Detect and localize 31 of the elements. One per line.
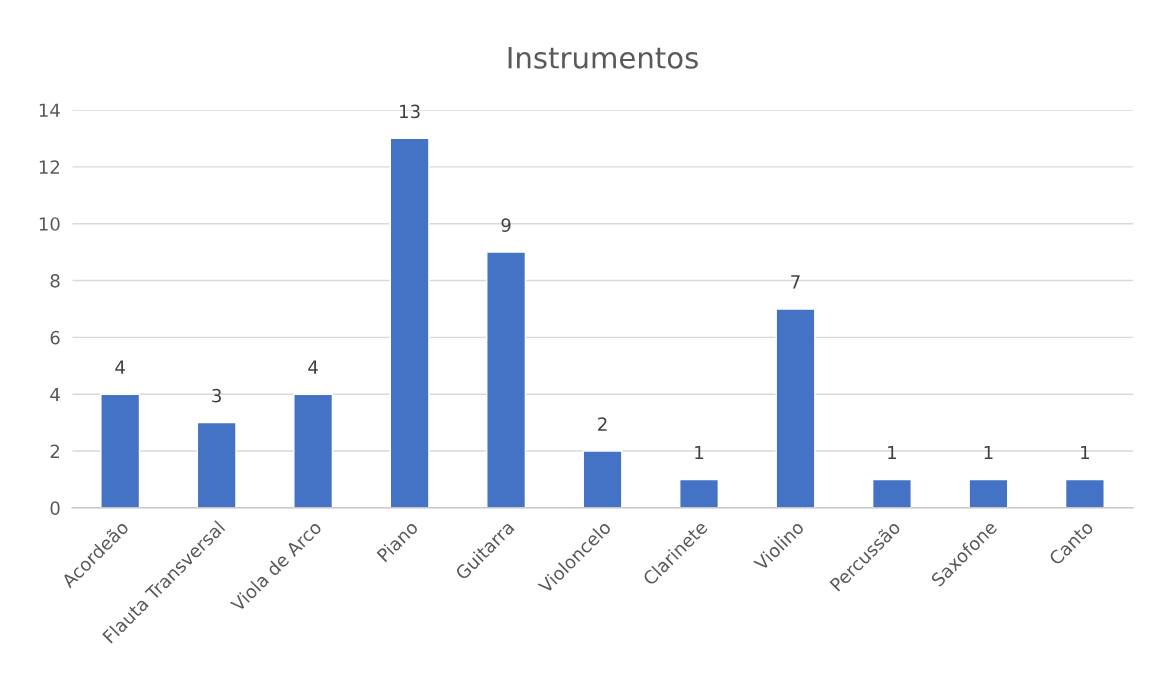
y-tick-label: 0 bbox=[50, 501, 60, 516]
data-label: 13 bbox=[400, 104, 420, 119]
y-tick-label: 10 bbox=[39, 217, 60, 231]
data-label: 1 bbox=[888, 445, 897, 460]
data-label: 4 bbox=[308, 360, 318, 374]
data-label: 4 bbox=[115, 360, 125, 374]
bar bbox=[679, 478, 720, 508]
bar bbox=[1064, 478, 1105, 508]
y-tick-label: 2 bbox=[50, 444, 60, 458]
y-tick-label: 12 bbox=[39, 160, 60, 174]
data-label: 1 bbox=[984, 445, 993, 460]
data-label: 1 bbox=[695, 445, 704, 460]
y-tick-label: 14 bbox=[39, 103, 60, 117]
bar bbox=[389, 137, 430, 508]
y-tick-label: 8 bbox=[50, 273, 60, 288]
bar bbox=[293, 393, 334, 508]
bar bbox=[775, 308, 816, 508]
bar bbox=[582, 450, 623, 508]
data-label: 2 bbox=[598, 417, 607, 431]
bar bbox=[196, 421, 237, 508]
chart-title: Instrumentos bbox=[508, 47, 698, 69]
data-label: 3 bbox=[212, 388, 221, 403]
bar bbox=[100, 393, 141, 508]
data-label: 1 bbox=[1081, 445, 1089, 460]
data-label: 7 bbox=[791, 275, 800, 289]
bar bbox=[486, 251, 527, 508]
bar bbox=[871, 478, 912, 508]
data-label: 9 bbox=[501, 218, 511, 232]
bar bbox=[968, 478, 1009, 508]
y-tick-label: 4 bbox=[50, 387, 60, 402]
y-tick-label: 6 bbox=[50, 330, 60, 345]
